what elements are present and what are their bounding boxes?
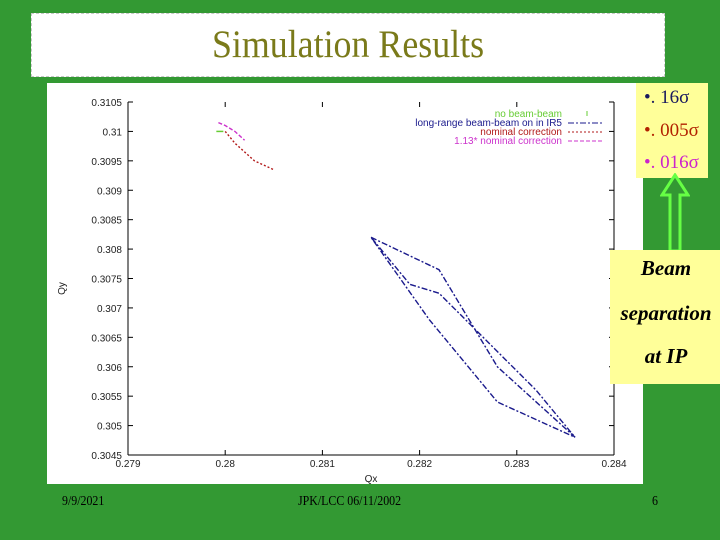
svg-text:0.282: 0.282 [407, 459, 432, 470]
footer-center: JPK/LCC 06/11/2002 [298, 494, 402, 509]
sigma-legend-box: •. 16σ •. 005σ •. 016σ [636, 83, 708, 178]
tune-scatter-chart: 0.3105 0.31 0.3095 0.309 0.3085 0.308 0.3075 0.… [57, 98, 627, 484]
title-box: Simulation Results [31, 13, 665, 77]
svg-text:long-range beam-beam on in IR5: long-range beam-beam on in IR5 [415, 118, 562, 129]
plot-panel: 0.3105 0.31 0.3095 0.309 0.3085 0.308 0.3075 0.… [47, 83, 643, 484]
svg-text:0.281: 0.281 [310, 459, 335, 470]
svg-text:0.28: 0.28 [215, 459, 235, 470]
svg-text:no beam-beam: no beam-beam [495, 109, 562, 120]
sigma-item-2: •. 005σ [644, 120, 699, 141]
svg-text:0.3105: 0.3105 [91, 98, 122, 109]
footer-date: 9/9/2021 [62, 494, 105, 509]
slide-title: Simulation Results [211, 23, 485, 66]
svg-text:0.305: 0.305 [97, 422, 122, 433]
svg-text:0.283: 0.283 [504, 459, 529, 470]
annotation-line-3: at IP [644, 344, 688, 368]
svg-text:0.3065: 0.3065 [91, 333, 122, 344]
footer-page-number: 6 [652, 494, 658, 509]
sigma-item-1: •. 16σ [644, 87, 690, 108]
svg-text:0.3045: 0.3045 [91, 451, 122, 462]
sigma-item-3: •. 016σ [644, 152, 699, 173]
svg-text:0.3055: 0.3055 [91, 392, 122, 403]
annotation-line-1: Beam [640, 256, 692, 280]
svg-text:0.31: 0.31 [103, 127, 123, 138]
annotation-line-2: separation [620, 301, 712, 325]
svg-text:nominal correction: nominal correction [480, 127, 562, 138]
svg-text:0.308: 0.308 [97, 245, 122, 256]
svg-text:0.3095: 0.3095 [91, 157, 122, 168]
svg-text:Qx: Qx [365, 474, 378, 484]
up-arrow-icon [660, 173, 690, 253]
beam-separation-box: Beam separation at IP [610, 250, 720, 384]
svg-text:0.284: 0.284 [601, 459, 626, 470]
svg-text:0.306: 0.306 [97, 363, 122, 374]
svg-text:0.279: 0.279 [115, 459, 140, 470]
svg-text:1.13* nominal correction: 1.13* nominal correction [454, 136, 562, 147]
svg-text:0.309: 0.309 [97, 186, 122, 197]
svg-text:0.3075: 0.3075 [91, 275, 122, 286]
svg-text:0.3085: 0.3085 [91, 216, 122, 227]
svg-text:Qy: Qy [57, 282, 68, 295]
svg-text:0.307: 0.307 [97, 304, 122, 315]
